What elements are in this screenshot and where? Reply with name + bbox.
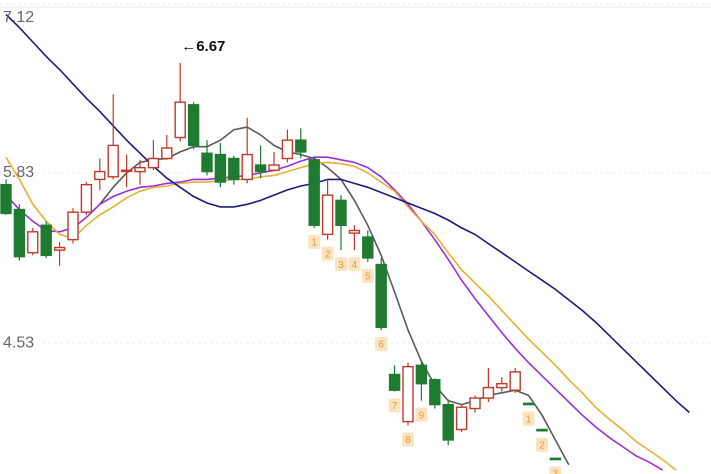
candle-body <box>469 397 481 410</box>
y-tick-label: 7.12 <box>3 9 34 26</box>
ma-line <box>5 156 664 471</box>
labels: 4.535.837.12123456789123←6.67 <box>3 9 562 474</box>
candle-body <box>482 386 495 399</box>
candle-body <box>429 379 441 406</box>
candle-body <box>348 229 361 234</box>
ma-lines <box>5 13 690 471</box>
tag-label: 2 <box>325 249 331 260</box>
candle-body <box>134 166 146 173</box>
candle-body <box>455 406 468 431</box>
tag-box <box>536 437 548 452</box>
candle-body <box>281 139 294 160</box>
candle-body <box>241 153 253 181</box>
tag-label: 8 <box>405 435 411 446</box>
candle-body <box>522 402 535 406</box>
candle-body <box>161 147 173 160</box>
tag-box <box>402 432 414 447</box>
candle-body <box>174 101 186 139</box>
tag-box <box>388 398 401 413</box>
candle-body <box>0 183 12 215</box>
candle-body <box>549 457 562 461</box>
candle-body <box>402 365 414 423</box>
candle-body <box>107 144 119 178</box>
tag-box <box>308 234 321 249</box>
candle-body <box>201 152 213 173</box>
candle-body <box>40 224 52 257</box>
tag-box <box>335 257 347 272</box>
y-tick-label: 4.53 <box>3 334 34 351</box>
tag-label: 6 <box>378 340 384 351</box>
candle-body <box>388 373 401 391</box>
candle-body <box>147 157 160 169</box>
candle-body <box>509 371 521 391</box>
grid <box>0 3 711 344</box>
tag-box <box>549 466 562 474</box>
candle-body <box>442 403 454 441</box>
candle-body <box>53 246 66 251</box>
candle-body <box>67 211 79 241</box>
candle-body <box>27 231 39 254</box>
candles <box>0 62 562 461</box>
tag-label: 3 <box>338 260 344 271</box>
candle-body <box>80 183 93 213</box>
candle-body <box>187 104 200 147</box>
candle-body <box>13 208 26 258</box>
tag-label: 4 <box>352 260 358 271</box>
candle-body <box>415 364 428 385</box>
tag-box <box>415 407 428 422</box>
tag-box <box>522 411 535 426</box>
candle-body <box>496 382 508 389</box>
tag-box <box>375 336 388 351</box>
annotation: ←6.67 <box>181 38 225 55</box>
candle-body <box>321 194 334 236</box>
ma-line <box>5 13 690 414</box>
candle-body <box>295 139 307 153</box>
candle-body <box>94 170 106 181</box>
tag-box <box>348 257 361 272</box>
candle-body <box>335 199 347 226</box>
tag-label: 1 <box>526 414 532 425</box>
tag-label: 7 <box>392 401 398 412</box>
tag-box <box>321 246 334 261</box>
candle-body <box>120 169 133 173</box>
tag-label: 5 <box>365 272 371 283</box>
candle-body <box>228 157 240 181</box>
candle-body <box>375 263 387 329</box>
candle-body <box>214 153 227 183</box>
tag-label: 2 <box>539 440 545 451</box>
tag-label: 3 <box>553 469 559 474</box>
tag-box <box>361 268 374 283</box>
candle-body <box>268 164 280 171</box>
candle-body <box>308 159 320 226</box>
candle-body <box>536 428 548 432</box>
y-tick-label: 5.83 <box>3 164 34 181</box>
tag-label: 9 <box>419 410 425 421</box>
tag-label: 1 <box>311 238 317 249</box>
candle-body <box>254 164 267 173</box>
ma-line <box>5 156 677 471</box>
candle-body <box>362 236 374 259</box>
